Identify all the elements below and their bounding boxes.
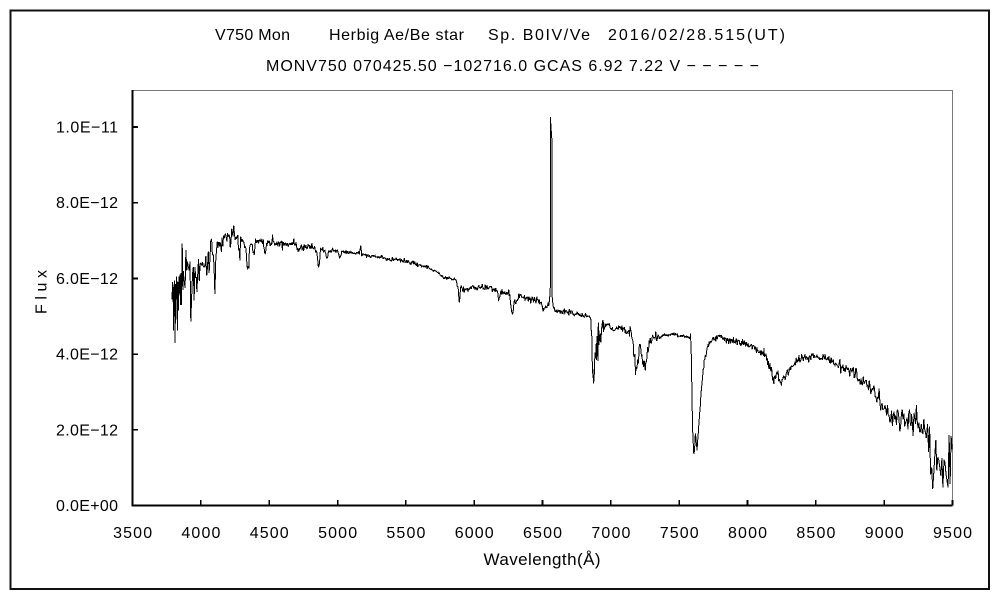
svg-text:5500: 5500 — [386, 525, 425, 542]
svg-text:9500: 9500 — [933, 525, 972, 542]
svg-text:5000: 5000 — [318, 525, 357, 542]
svg-text:8500: 8500 — [796, 525, 835, 542]
svg-text:6000: 6000 — [455, 525, 494, 542]
svg-text:7000: 7000 — [591, 525, 630, 542]
svg-text:6500: 6500 — [523, 525, 562, 542]
svg-text:4.0E−12: 4.0E−12 — [56, 347, 118, 364]
svg-text:Sp. B0IV/Ve: Sp. B0IV/Ve — [488, 27, 590, 44]
svg-text:1.0E−11: 1.0E−11 — [56, 120, 118, 137]
svg-text:6.0E−12: 6.0E−12 — [56, 271, 118, 288]
svg-text:4500: 4500 — [250, 525, 289, 542]
svg-text:9000: 9000 — [865, 525, 904, 542]
svg-text:7500: 7500 — [660, 525, 699, 542]
svg-text:3500: 3500 — [113, 525, 152, 542]
svg-text:Herbig Ae/Be star: Herbig Ae/Be star — [329, 27, 465, 44]
svg-text:V750 Mon: V750 Mon — [215, 27, 290, 44]
svg-text:Wavelength(Å): Wavelength(Å) — [484, 550, 601, 569]
svg-text:0.0E+00: 0.0E+00 — [56, 498, 118, 515]
svg-text:4000: 4000 — [181, 525, 220, 542]
svg-text:2.0E−12: 2.0E−12 — [56, 422, 118, 439]
svg-text:2016/02/28.515(UT): 2016/02/28.515(UT) — [608, 27, 785, 44]
svg-text:8000: 8000 — [728, 525, 767, 542]
svg-text:8.0E−12: 8.0E−12 — [56, 195, 118, 212]
svg-text:Flux: Flux — [34, 270, 51, 314]
svg-text:MONV750 070425.50 −102716.0 GC: MONV750 070425.50 −102716.0 GCAS 6.92 7.… — [266, 58, 759, 75]
